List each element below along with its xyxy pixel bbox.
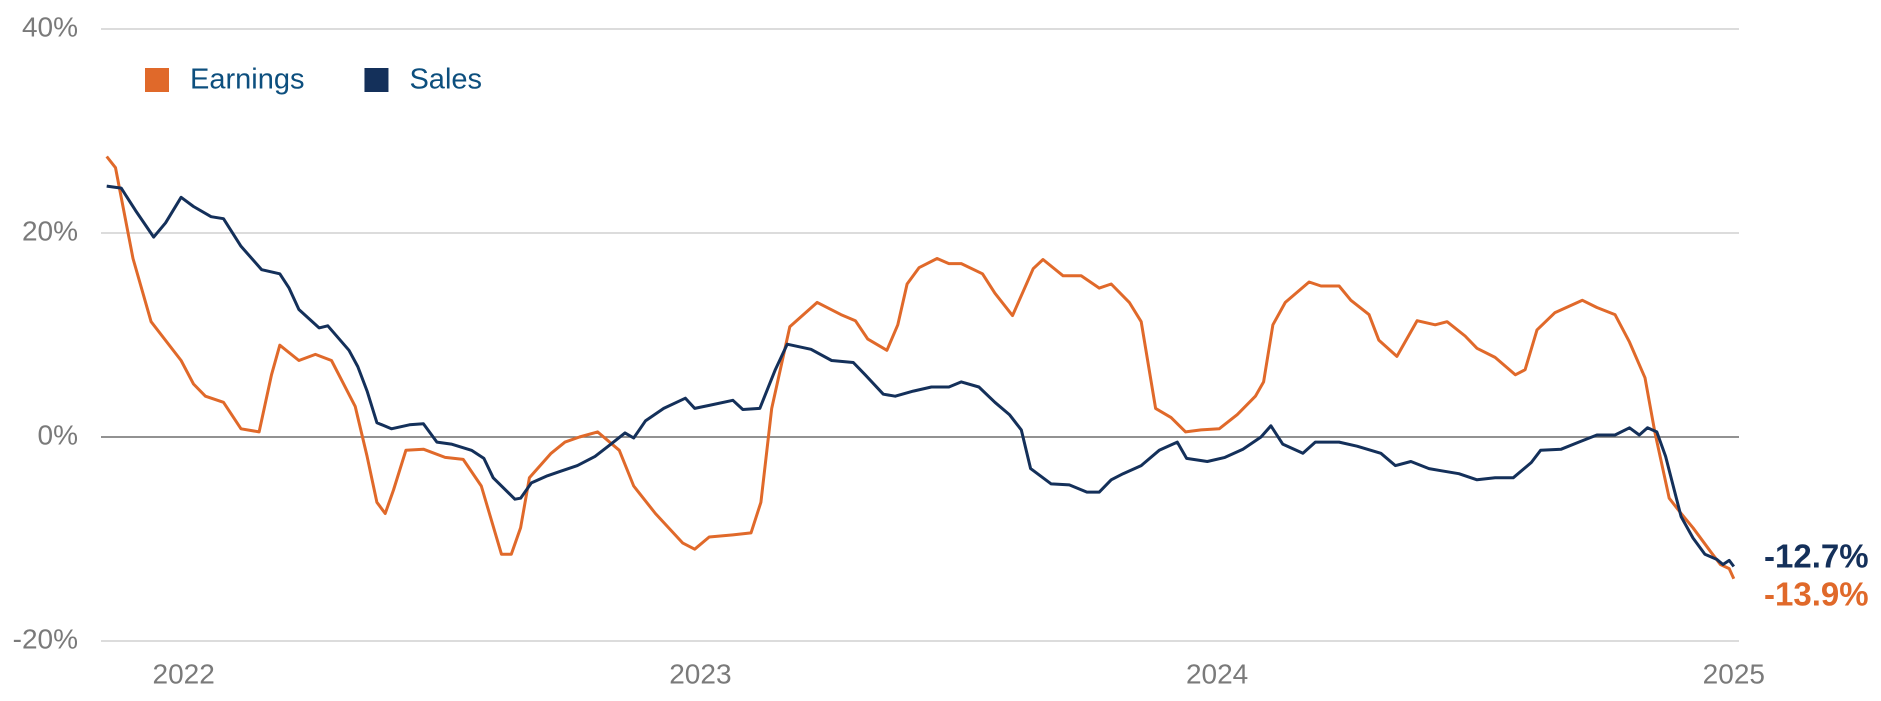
legend-swatch bbox=[364, 68, 389, 92]
y-tick-label: 0% bbox=[38, 419, 78, 450]
legend-label: Sales bbox=[409, 64, 482, 96]
x-tick-label: 2024 bbox=[1186, 658, 1248, 689]
y-tick-label: -20% bbox=[13, 623, 78, 654]
end-label: -12.7% bbox=[1764, 537, 1869, 574]
x-tick-label: 2023 bbox=[669, 658, 731, 689]
y-tick-label: 40% bbox=[22, 11, 78, 42]
legend-label: Earnings bbox=[190, 64, 304, 96]
legend-swatch bbox=[145, 68, 169, 92]
y-tick-label: 20% bbox=[22, 215, 78, 246]
x-tick-label: 2022 bbox=[153, 658, 215, 689]
x-tick-label: 2025 bbox=[1703, 658, 1765, 689]
series-line bbox=[106, 184, 1735, 568]
end-label: -13.9% bbox=[1764, 575, 1869, 612]
series-line bbox=[105, 155, 1736, 580]
